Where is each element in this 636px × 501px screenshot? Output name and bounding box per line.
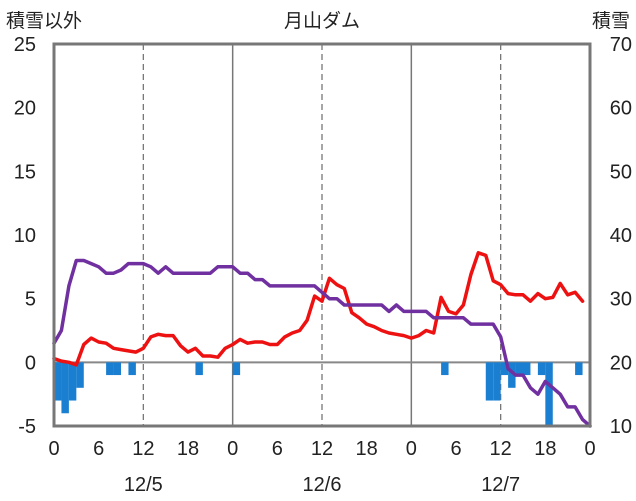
snow-change-bar — [106, 362, 114, 376]
x-tick-label: 0 — [48, 438, 59, 460]
y-left-tick-label: 20 — [14, 98, 36, 120]
plot-frame — [52, 42, 592, 428]
y-left-tick-label: 15 — [14, 161, 36, 183]
y-left-tick-label: -5 — [18, 416, 36, 438]
x-tick-label: 12 — [132, 438, 154, 460]
x-tick-label: 0 — [227, 438, 238, 460]
y-left-tick-label: 10 — [14, 225, 36, 247]
snow-change-bar — [500, 362, 509, 376]
x-tick-label: 18 — [177, 438, 199, 460]
x-tick-label: 12 — [490, 438, 512, 460]
snow-change-bar — [128, 362, 136, 376]
snow-change-bar — [537, 362, 546, 376]
y-right-tick-label: 30 — [610, 289, 632, 311]
snow-change-bar — [545, 362, 553, 426]
date-label: 12/7 — [481, 474, 520, 496]
y-right-tick-label: 20 — [610, 352, 632, 374]
snow-change-bars — [54, 362, 583, 426]
snow-change-bar — [441, 362, 449, 376]
snow-change-bar — [76, 362, 84, 388]
series-lines — [52, 251, 592, 428]
x-tick-label: 18 — [356, 438, 378, 460]
date-label: 12/5 — [124, 474, 163, 496]
x-tick-label: 0 — [406, 438, 417, 460]
left-axis-title: 積雪以外 — [6, 10, 82, 32]
x-tick-label: 18 — [534, 438, 556, 460]
snow-change-bar — [61, 362, 69, 414]
snow-change-bar — [54, 362, 62, 401]
grid-layer — [54, 44, 590, 426]
x-tick-label: 0 — [584, 438, 595, 460]
y-left-tick-label: 25 — [14, 34, 36, 56]
snow-change-bar — [515, 362, 523, 376]
x-tick-label: 6 — [272, 438, 283, 460]
snow-change-bar — [508, 362, 516, 388]
y-right-tick-label: 50 — [610, 161, 632, 183]
x-tick-label: 6 — [93, 438, 104, 460]
snow-change-bar — [195, 362, 203, 376]
right-axis-title: 積雪 — [592, 10, 630, 32]
snow-change-bar — [523, 362, 531, 376]
y-right-tick-label: 40 — [610, 225, 632, 247]
date-label: 12/6 — [303, 474, 342, 496]
snow-change-bar — [485, 362, 494, 401]
snow-change-bar — [113, 362, 121, 376]
y-right-tick-label: 60 — [610, 98, 632, 120]
x-tick-label: 6 — [450, 438, 461, 460]
temperature-line — [52, 251, 585, 367]
snow-change-bar — [575, 362, 583, 376]
snow-depth-line — [52, 258, 592, 428]
y-right-tick-label: 70 — [610, 34, 632, 56]
y-left-tick-label: 5 — [25, 289, 36, 311]
snow-change-bar — [232, 362, 241, 376]
snow-change-bar — [68, 362, 77, 401]
y-right-tick-label: 10 — [610, 416, 632, 438]
x-tick-label: 12 — [311, 438, 333, 460]
chart-title: 月山ダム — [284, 10, 360, 32]
snow-change-bar — [493, 362, 501, 401]
y-left-tick-label: 0 — [25, 352, 36, 374]
